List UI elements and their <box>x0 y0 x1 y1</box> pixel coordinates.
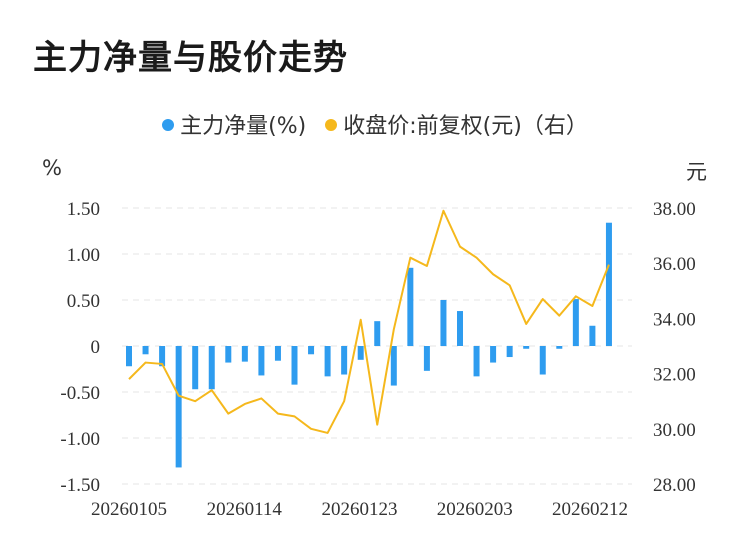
bar <box>556 346 563 349</box>
left-axis-unit: % <box>42 156 62 180</box>
bar <box>159 346 166 367</box>
bar <box>324 346 331 377</box>
bar <box>407 267 414 346</box>
bar <box>390 346 397 386</box>
right-axis-tick-label: 36.00 <box>653 254 696 275</box>
x-axis-tick-label: 20260114 <box>207 499 283 520</box>
bar <box>258 346 265 376</box>
bar <box>440 300 447 346</box>
left-axis-tick-label: 0.50 <box>67 291 100 312</box>
right-axis-unit: 元 <box>686 160 707 184</box>
bar <box>539 346 546 375</box>
bar <box>572 299 579 346</box>
bar <box>490 346 497 363</box>
bar <box>374 321 381 346</box>
bar <box>357 346 364 360</box>
bar <box>241 346 248 362</box>
bar <box>473 346 480 377</box>
bar <box>308 346 315 355</box>
right-axis-tick-label: 28.00 <box>653 475 696 496</box>
bar <box>423 346 430 371</box>
x-axis-tick-label: 20260203 <box>437 499 513 520</box>
right-axis-tick-label: 32.00 <box>653 365 696 386</box>
left-axis-tick-label: 1.50 <box>67 199 100 220</box>
right-axis-tick-label: 34.00 <box>653 309 696 330</box>
bar <box>341 346 348 375</box>
legend-item-close-price[interactable]: 收盘价:前复权(元)（右） <box>325 108 588 140</box>
bar <box>126 346 132 367</box>
legend-dot-icon-blue <box>162 119 175 131</box>
bar <box>192 346 199 390</box>
right-axis-tick-label: 38.00 <box>653 199 696 220</box>
price-line <box>128 209 610 434</box>
bar <box>457 311 463 346</box>
left-axis-tick-label: -1.00 <box>60 429 100 450</box>
left-axis-tick-label: -1.50 <box>60 475 100 496</box>
legend-label-net-volume: 主力净量(%) <box>180 114 307 139</box>
bar <box>274 346 281 361</box>
bar <box>506 346 513 358</box>
x-axis-tick-label: 20260123 <box>322 499 398 520</box>
x-axis-tick-label: 20260105 <box>91 499 167 520</box>
legend-item-net-volume[interactable]: 主力净量(%) <box>162 108 306 140</box>
bar <box>225 346 232 363</box>
bar <box>523 346 530 349</box>
x-axis-tick-label: 20260212 <box>552 499 628 520</box>
bar <box>291 346 298 385</box>
bar <box>208 346 215 390</box>
legend-dot-icon-yellow <box>325 119 338 131</box>
bar <box>142 346 149 355</box>
left-axis-tick-label: -0.50 <box>60 383 100 404</box>
right-axis-ticks: 38.00 36.00 34.00 32.00 30.00 28.00 <box>653 199 696 496</box>
chart-title: 主力净量与股价走势 <box>33 38 348 78</box>
bar-series <box>126 222 612 468</box>
bar <box>175 346 182 468</box>
x-axis-ticks: 20260105 20260114 20260123 20260203 20260212 <box>91 499 628 520</box>
legend: 主力净量(%) 收盘价:前复权(元)（右） <box>0 108 750 140</box>
left-axis-ticks: 1.50 1.00 0.50 0 -0.50 -1.00 -1.50 <box>60 199 100 496</box>
bar <box>605 222 612 346</box>
legend-label-close-price: 收盘价:前复权(元)（右） <box>343 114 588 139</box>
right-axis-tick-label: 30.00 <box>653 420 696 441</box>
bar <box>589 325 596 346</box>
line-series <box>128 209 610 434</box>
left-axis-tick-label: 0 <box>91 337 101 358</box>
left-axis-tick-label: 1.00 <box>67 245 100 266</box>
